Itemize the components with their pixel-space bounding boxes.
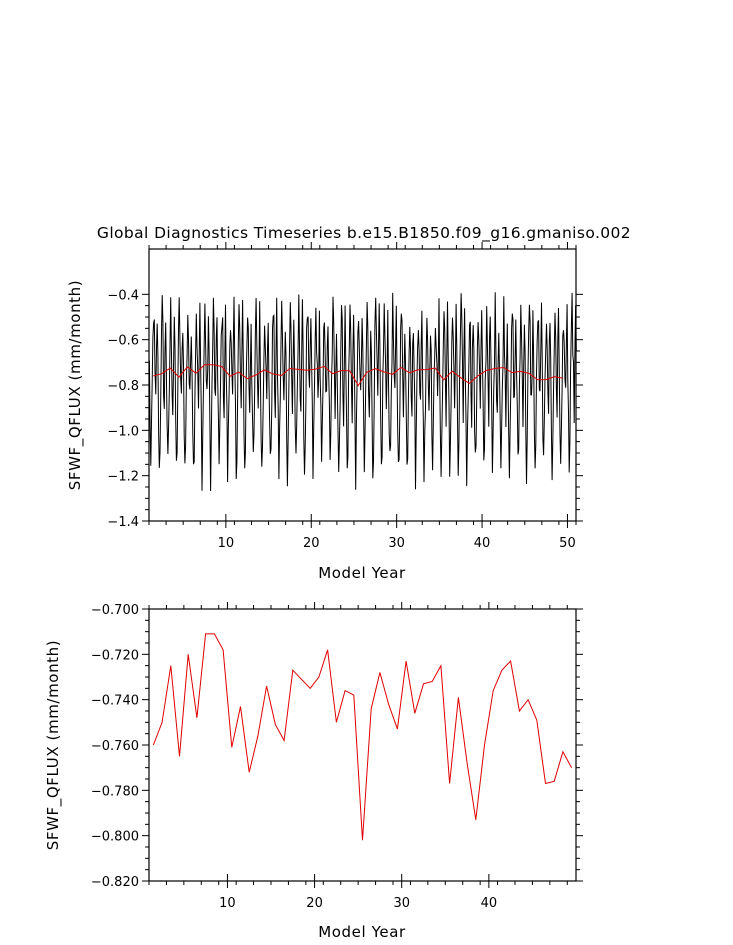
bottom-x-tick-label: 10 [219, 896, 236, 911]
bottom-y-tick-label: −0.740 [91, 694, 139, 709]
bottom-y-tick-label: −0.700 [91, 603, 139, 618]
top-y-tick-label: −1.4 [107, 515, 139, 530]
bottom-series-group [152, 633, 573, 841]
bottom-x-tick-label: 20 [306, 896, 323, 911]
bottom-y-tick-label: −0.820 [91, 875, 139, 890]
top-x-axis-label: Model Year [318, 564, 406, 582]
top-x-tick-label: 40 [474, 536, 491, 551]
top-series-group [148, 292, 577, 492]
bottom-x-tick-label: 40 [481, 896, 498, 911]
top-plot-frame [148, 248, 577, 522]
top-y-tick-label: −1.2 [107, 470, 139, 485]
bottom-y-tick-label: −0.720 [91, 648, 139, 663]
top-y-tick-label: −1.0 [107, 424, 139, 439]
bottom-series-annual-mean [152, 633, 573, 841]
top-x-tick-label: 20 [303, 536, 320, 551]
top-y-tick-label: −0.6 [107, 334, 139, 349]
top-x-tick-label: 10 [218, 536, 235, 551]
top-panel: 10 20 30 40 50 −1.4 −1.2 −1.0 −0.8 −0.6 −0.4 Model… [66, 242, 583, 582]
top-series-monthly [148, 292, 577, 492]
top-x-tick-label: 50 [559, 536, 576, 551]
top-y-axis-label: SFWF_QFLUX (mm/month) [66, 280, 85, 490]
bottom-x-tick-label: 30 [393, 896, 410, 911]
bottom-x-axis-label: Model Year [318, 923, 406, 941]
bottom-ticks: 10 20 30 40 −0.820 −0.800 −0.780 −0.760 −0.740 −0… [91, 602, 583, 911]
bottom-panel: 10 20 30 40 −0.820 −0.800 −0.780 −0.760 −0.740 −0… [44, 602, 583, 941]
bottom-y-tick-label: −0.800 [91, 830, 139, 845]
top-y-tick-label: −0.8 [107, 379, 139, 394]
bottom-y-axis-label: SFWF_QFLUX (mm/month) [44, 640, 63, 850]
bottom-y-tick-label: −0.780 [91, 784, 139, 799]
top-x-tick-label: 30 [388, 536, 405, 551]
figure-title: Global Diagnostics Timeseries b.e15.B185… [97, 224, 631, 243]
top-series-annual-mean [153, 364, 564, 387]
top-y-tick-label: −0.4 [107, 288, 139, 303]
top-ticks: 10 20 30 40 50 −1.4 −1.2 −1.0 −0.8 −0.6 −0.4 [107, 242, 583, 551]
bottom-y-tick-label: −0.760 [91, 739, 139, 754]
